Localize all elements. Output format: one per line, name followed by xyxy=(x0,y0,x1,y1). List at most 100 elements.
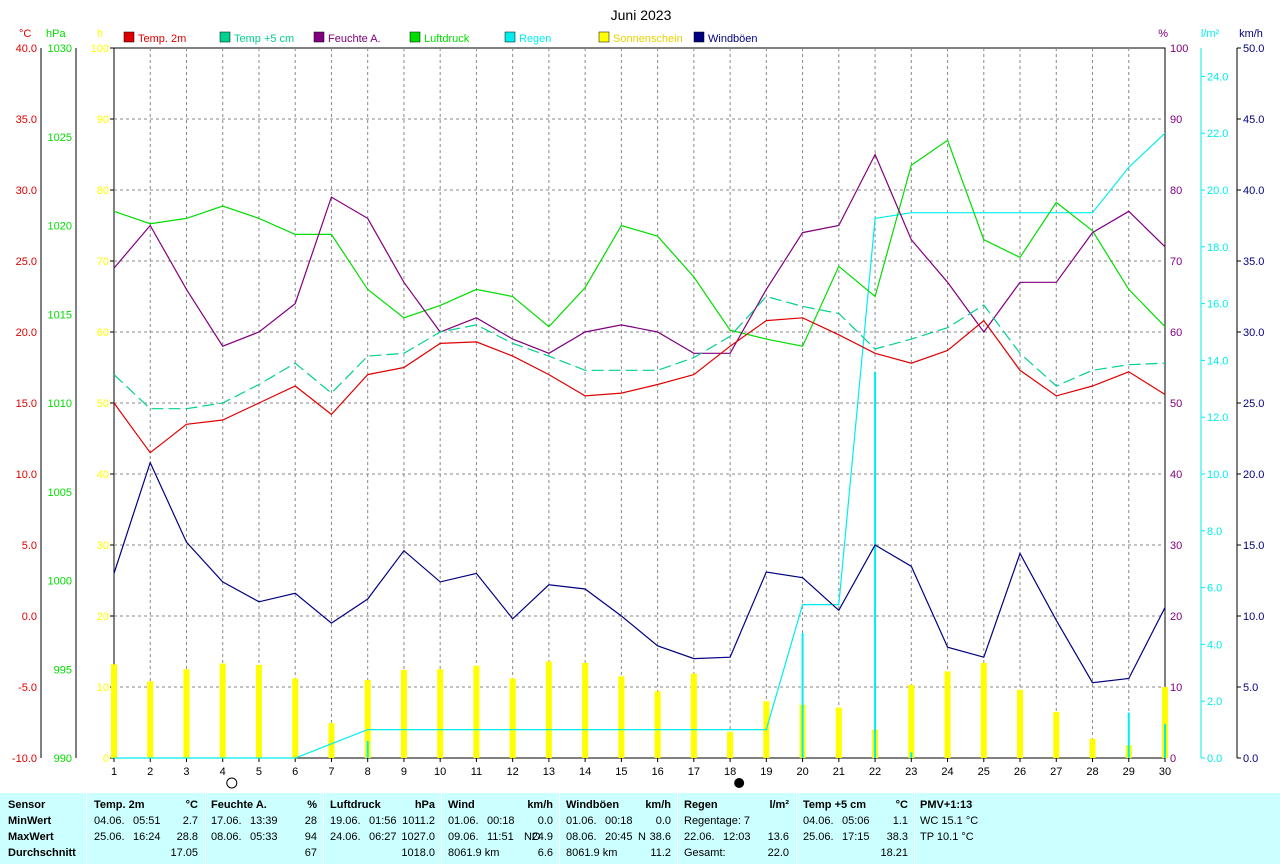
stats-pmv-wc: WC 15.1 °C xyxy=(920,815,979,827)
temp-tick-label: 15.0 xyxy=(16,398,37,410)
x-tick-label: 26 xyxy=(1014,766,1026,778)
humidity-tick-label: 10 xyxy=(1170,682,1182,694)
stats-rain-max-time: 12:03 xyxy=(723,831,751,843)
lines-layer xyxy=(113,132,1166,759)
rain-tick-label: 8.0 xyxy=(1207,526,1222,538)
stats-temp-min-date: 04.06. xyxy=(94,815,125,827)
stats-hum-min-time: 13:39 xyxy=(250,815,278,827)
stats-temp5-avg: 18.21 xyxy=(880,847,908,859)
grid xyxy=(113,47,1166,759)
stats-gust-max-value: 38.6 xyxy=(649,831,671,843)
chart-title: Juni 2023 xyxy=(611,7,672,23)
humidity-tick-label: 40 xyxy=(1170,469,1182,481)
stats-press-unit: hPa xyxy=(414,799,435,811)
stats-hum-unit: % xyxy=(307,799,317,811)
x-tick-label: 8 xyxy=(365,766,371,778)
legend-swatch xyxy=(123,31,135,43)
stats-press-label: Luftdruck xyxy=(330,799,381,811)
sun-tick-label: 40 xyxy=(97,469,109,481)
stats-gust-max-time: 20:45 xyxy=(605,831,633,843)
rain-tick-label: 4.0 xyxy=(1207,639,1222,651)
stats-col-temp: Temp. 2m °C 04.06. 05:51 2.7 25.06. 16:2… xyxy=(87,793,206,864)
x-tick-label: 22 xyxy=(869,766,881,778)
sunshine-bar xyxy=(618,676,625,758)
stats-wind-avg: 6.6 xyxy=(537,847,553,859)
stats-temp5-max-time: 17:15 xyxy=(842,831,870,843)
pressure-tick-label: 1020 xyxy=(48,221,72,233)
stats-temp5-max-value: 38.3 xyxy=(886,831,908,843)
stats-wind-min-time: 00:18 xyxy=(487,815,515,827)
wind-tick-label: 50.0 xyxy=(1243,43,1264,55)
sunshine-bar xyxy=(219,663,226,758)
wind-tick-label: 35.0 xyxy=(1243,256,1264,268)
rain-cumulative-line xyxy=(114,132,1166,759)
sunshine-bar xyxy=(111,664,117,758)
sunshine-bar xyxy=(1053,711,1060,758)
sun-tick-label: 100 xyxy=(91,43,109,55)
sun-tick-label: 80 xyxy=(97,185,109,197)
humidity-tick-label: 80 xyxy=(1170,185,1182,197)
full-moon-icon xyxy=(226,777,238,789)
sunshine-bar xyxy=(944,671,951,758)
stats-temp-unit: °C xyxy=(185,799,198,811)
sunshine-bar xyxy=(835,707,842,758)
pressure-tick-label: 1010 xyxy=(48,398,72,410)
humidity-tick-label: 90 xyxy=(1170,114,1182,126)
moon-markers xyxy=(226,777,745,789)
rain-tick-label: 18.0 xyxy=(1207,242,1228,254)
pressure-line xyxy=(113,139,1166,347)
humidity-tick-label: 60 xyxy=(1170,327,1182,339)
sunshine-bar xyxy=(364,679,371,758)
sunshine-bar xyxy=(437,669,444,758)
sunshine-bar xyxy=(582,662,589,758)
rain-axis-unit: l/m² xyxy=(1201,28,1220,40)
stats-wind-min-date: 01.06. xyxy=(448,815,479,827)
wind-tick-label: 30.0 xyxy=(1243,327,1264,339)
rain-daily-bar xyxy=(1127,712,1130,758)
stats-col-humidity: Feuchte A. % 17.06. 13:39 28 08.06. 05:3… xyxy=(206,793,324,864)
stats-temp5-unit: °C xyxy=(895,799,908,811)
stats-col-gust: Windböen km/h 01.06. 00:18 0.0 08.06. 20… xyxy=(560,793,678,864)
sunshine-bar xyxy=(1162,687,1168,758)
stats-press-min-time: 01:56 xyxy=(369,815,397,827)
stats-rain-label: Regen xyxy=(684,799,718,811)
humidity-tick-label: 100 xyxy=(1170,43,1188,55)
rain-daily-bar xyxy=(874,371,877,758)
rain-tick-label: 0.0 xyxy=(1207,753,1222,765)
stats-wind-max-date: 09.06. xyxy=(448,831,479,843)
rain-daily-bar xyxy=(910,752,913,758)
wind-tick-label: 15.0 xyxy=(1243,540,1264,552)
legend-swatch xyxy=(598,31,610,43)
x-tick-label: 24 xyxy=(941,766,953,778)
stats-temp-max-value: 28.8 xyxy=(176,831,198,843)
legend-label: Luftdruck xyxy=(424,33,470,45)
x-tick-label: 1 xyxy=(111,766,117,778)
x-tick-label: 17 xyxy=(688,766,700,778)
stats-rain-unit: l/m² xyxy=(769,799,789,811)
wind-tick-label: 10.0 xyxy=(1243,611,1264,623)
stats-hum-min-value: 28 xyxy=(304,815,317,827)
stats-gust-label: Windböen xyxy=(566,799,620,811)
pressure-tick-label: 990 xyxy=(54,753,72,765)
legend-label: Windböen xyxy=(708,33,758,45)
legend-label: Temp. 2m xyxy=(138,33,186,45)
x-tick-label: 28 xyxy=(1086,766,1098,778)
rain-tick-label: 20.0 xyxy=(1207,185,1228,197)
rain-tick-label: 22.0 xyxy=(1207,128,1228,140)
stats-wind-max-time: 11:51 xyxy=(487,831,514,843)
x-tick-label: 6 xyxy=(292,766,298,778)
sunshine-bar xyxy=(1017,689,1024,758)
stats-label-avg: Durchschnitt xyxy=(8,847,76,859)
humidity-tick-label: 0 xyxy=(1170,753,1176,765)
rain-tick-label: 16.0 xyxy=(1207,299,1228,311)
x-tick-label: 20 xyxy=(796,766,808,778)
stats-col-pmv: PMV+1:13 WC 15.1 °C TP 10.1 °C xyxy=(915,793,1035,864)
stats-press-max-date: 24.06. xyxy=(330,831,361,843)
stats-gust-max-date: 08.06. xyxy=(566,831,597,843)
stats-temp-min-value: 2.7 xyxy=(182,815,198,827)
rain-tick-label: 2.0 xyxy=(1207,696,1222,708)
x-tick-label: 21 xyxy=(833,766,845,778)
x-tick-label: 15 xyxy=(615,766,627,778)
x-tick-label: 25 xyxy=(978,766,990,778)
stats-hum-min-date: 17.06. xyxy=(211,815,242,827)
